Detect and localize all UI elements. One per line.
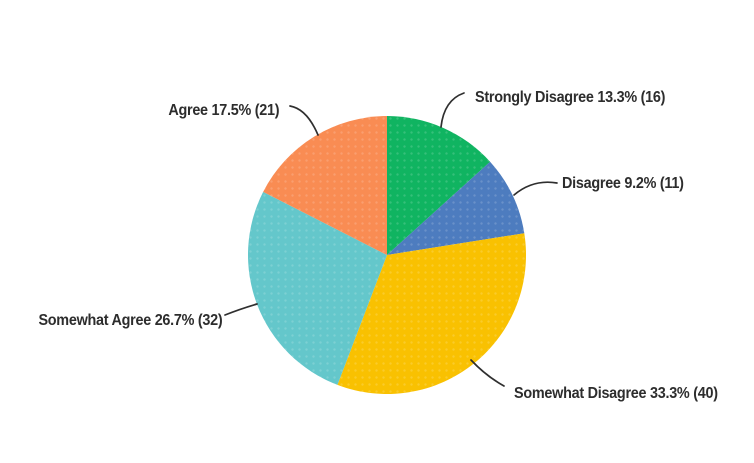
label-somewhat-disagree: Somewhat Disagree 33.3% (40) — [514, 385, 718, 402]
pie-slice-somewhat-disagree[interactable] — [337, 233, 526, 395]
label-disagree: Disagree 9.2% (11) — [562, 175, 684, 192]
pie-slice-disagree[interactable] — [387, 161, 525, 255]
pie-slice-somewhat-agree[interactable] — [247, 191, 387, 385]
pie-slice-strongly-disagree[interactable] — [387, 116, 491, 255]
pie-slices — [247, 116, 526, 395]
label-somewhat-agree: Somewhat Agree 26.7% (32) — [38, 312, 222, 329]
label-agree: Agree 17.5% (21) — [168, 102, 279, 119]
pie — [247, 115, 527, 395]
pie-slice-agree[interactable] — [263, 116, 387, 255]
label-strongly-disagree: Strongly Disagree 13.3% (16) — [475, 89, 666, 106]
